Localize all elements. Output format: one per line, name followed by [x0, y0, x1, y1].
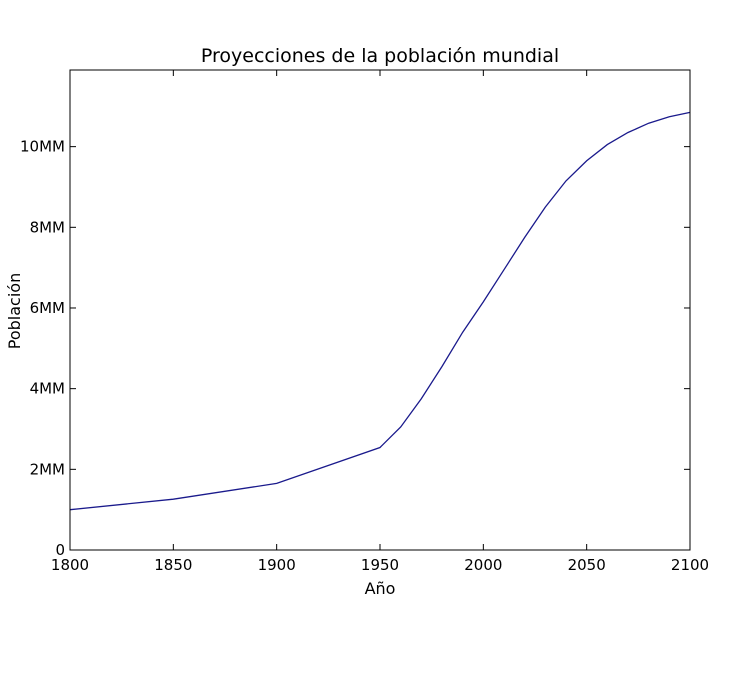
x-tick-label: 2050	[568, 556, 606, 574]
x-tick-label: 1850	[154, 556, 192, 574]
series-line-0	[69, 111, 691, 511]
x-tick-label: 1950	[361, 556, 399, 574]
x-axis-label: Año	[365, 579, 396, 598]
y-tick-label: 8MM	[30, 218, 65, 236]
x-tick-label: 1900	[258, 556, 296, 574]
y-tick-label: 2MM	[30, 460, 65, 478]
x-tick-label: 2000	[464, 556, 502, 574]
plot-frame	[69, 69, 691, 551]
y-tick-label: 4MM	[30, 380, 65, 398]
x-tick-label: 2100	[671, 556, 709, 574]
x-tick-label: 1800	[51, 556, 89, 574]
plot-area	[69, 111, 691, 511]
y-tick-label: 0	[55, 541, 65, 559]
y-axis-label: Población	[5, 273, 24, 349]
chart-title: Proyecciones de la población mundial	[201, 45, 559, 67]
y-tick-label: 6MM	[30, 299, 65, 317]
axis-ticks: 1800 1850 1900 1950 2000 2050 2100 0 2MM 4MM 6MM 8M…	[20, 70, 709, 574]
y-tick-label: 10MM	[20, 138, 65, 156]
